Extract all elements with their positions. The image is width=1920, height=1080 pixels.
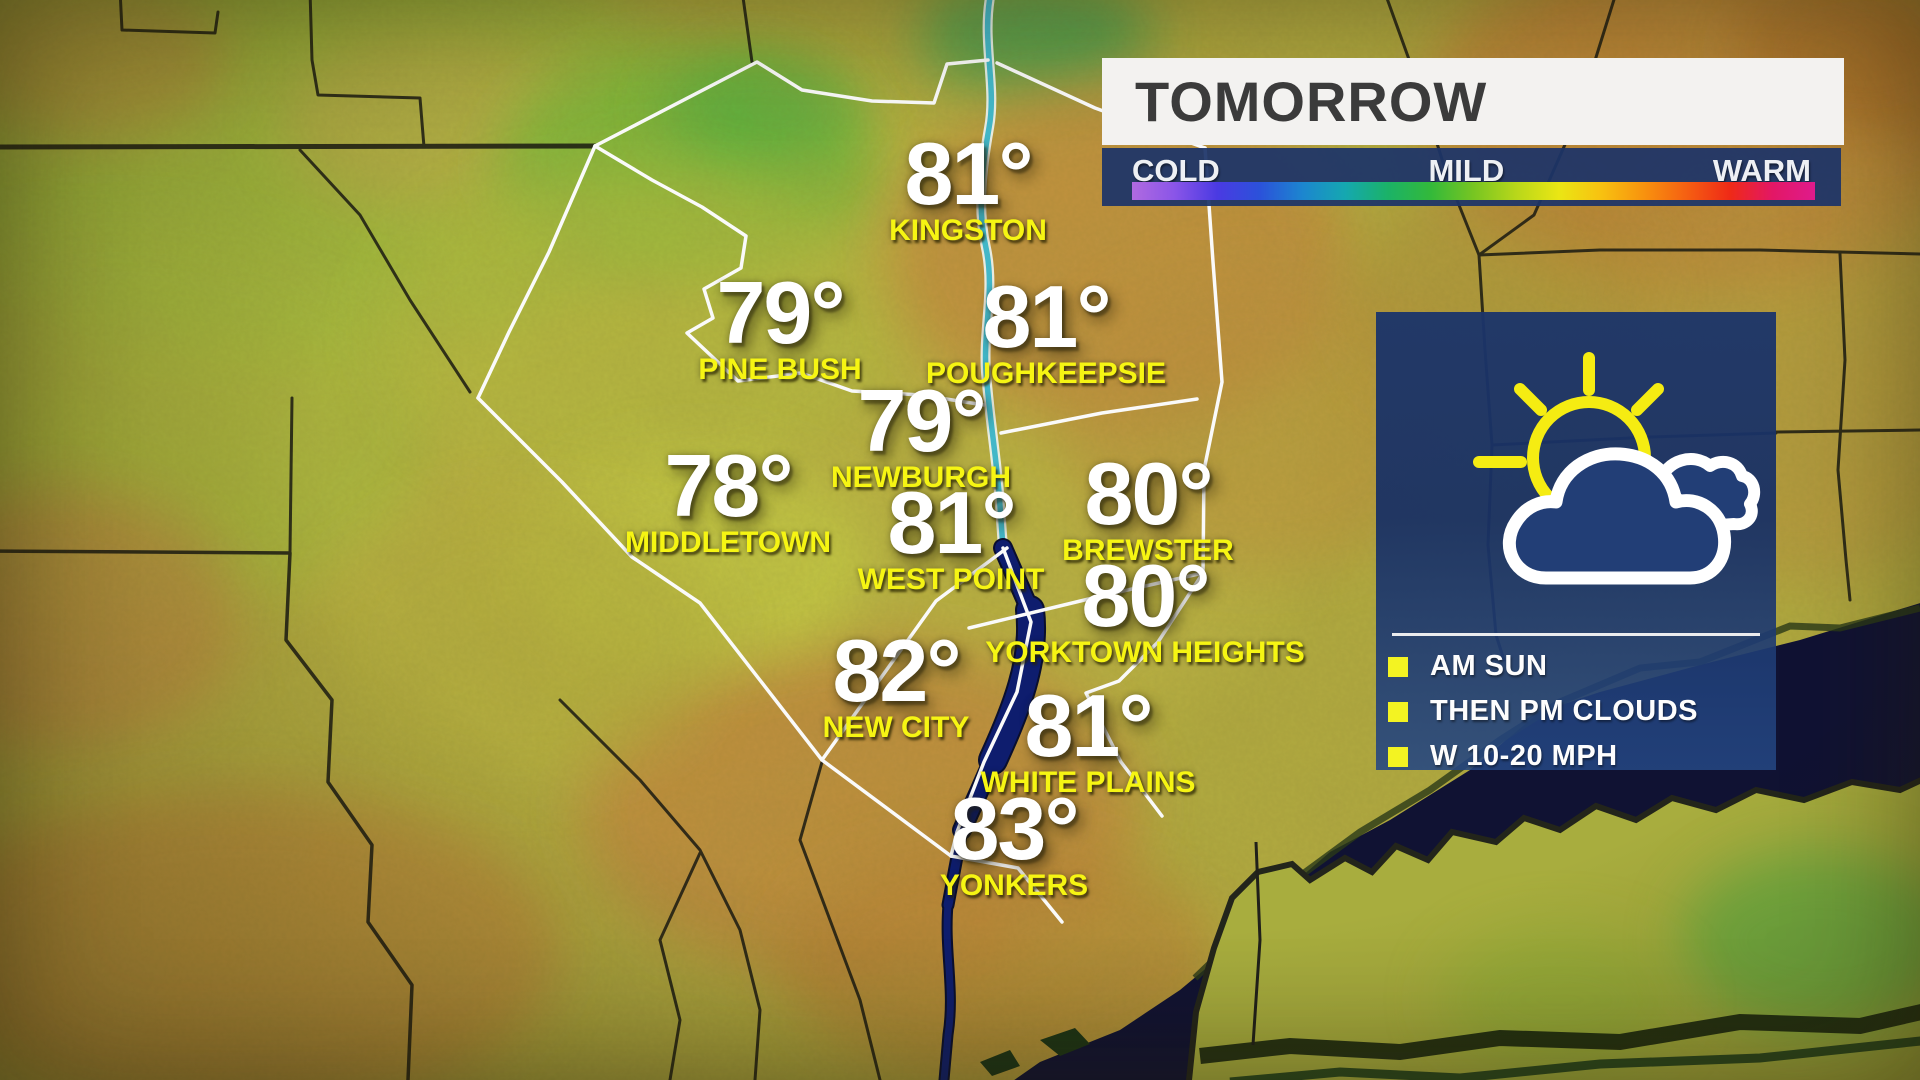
station-label: 79° NEWBURGH xyxy=(831,377,1011,493)
station-label: 80° BREWSTER xyxy=(1062,450,1234,566)
station-city: WEST POINT xyxy=(857,563,1045,596)
station-city: MIDDLETOWN xyxy=(624,526,832,559)
station-city: YONKERS xyxy=(939,869,1089,902)
sun-behind-clouds-icon xyxy=(1473,352,1761,585)
station-city: BREWSTER xyxy=(1062,534,1234,567)
station-label: 80° YORKTOWN HEIGHTS xyxy=(985,552,1304,668)
temperature-gradient-bar xyxy=(1132,182,1815,200)
forecast-bullet: W 10-20 MPH xyxy=(1376,734,1776,779)
forecast-panel: AM SUN THEN PM CLOUDS W 10-20 MPH xyxy=(1376,312,1776,772)
station-temp: 80° xyxy=(1081,546,1210,645)
hudson-river-north xyxy=(976,0,1008,553)
bullet-square-icon xyxy=(1388,746,1408,767)
station-city: KINGSTON xyxy=(889,214,1047,247)
station-city: WHITE PLAINS xyxy=(980,766,1196,799)
station-label: 78° MIDDLETOWN xyxy=(625,442,831,558)
station-temp: 80° xyxy=(1084,444,1213,543)
station-temp: 82° xyxy=(832,621,961,720)
station-city: NEW CITY xyxy=(822,711,970,744)
station-temp: 81° xyxy=(887,473,1016,572)
bullet-text: THEN PM CLOUDS xyxy=(1430,695,1698,727)
temperature-scale: COLD MILD WARM xyxy=(1102,148,1841,206)
forecast-bullet-list: AM SUN THEN PM CLOUDS W 10-20 MPH xyxy=(1376,644,1776,779)
legend-title: TOMORROW xyxy=(1135,70,1488,133)
forecast-region-borders xyxy=(476,58,1224,924)
bullet-square-icon xyxy=(1388,656,1408,677)
small-cloud-icon xyxy=(1654,453,1761,532)
station-temp: 81° xyxy=(904,124,1033,223)
station-city: NEWBURGH xyxy=(831,461,1011,494)
station-temp: 78° xyxy=(664,436,793,535)
forecast-bullet: AM SUN xyxy=(1376,644,1776,689)
bullet-text: W 10-20 MPH xyxy=(1430,740,1618,772)
station-label: 81° POUGHKEEPSIE xyxy=(926,273,1166,389)
station-label: 82° NEW CITY xyxy=(823,627,970,743)
forecast-bullet: THEN PM CLOUDS xyxy=(1376,689,1776,734)
panel-divider xyxy=(1392,633,1760,636)
legend: TOMORROW COLD MILD WARM xyxy=(1102,58,1844,206)
station-temp: 81° xyxy=(1024,676,1153,775)
station-label: 81° WHITE PLAINS xyxy=(981,682,1196,798)
station-label: 83° YONKERS xyxy=(940,785,1088,901)
long-island xyxy=(980,777,1920,1080)
station-city: YORKTOWN HEIGHTS xyxy=(985,636,1305,669)
bullet-text: AM SUN xyxy=(1430,650,1548,682)
bullet-square-icon xyxy=(1388,701,1408,722)
station-temp: 83° xyxy=(950,779,1079,878)
station-temp: 81° xyxy=(982,267,1111,366)
station-temp: 79° xyxy=(716,263,845,362)
station-temp: 79° xyxy=(857,371,986,470)
station-label: 81° WEST POINT xyxy=(858,479,1045,595)
station-city: PINE BUSH xyxy=(698,353,862,386)
cloud-icon xyxy=(1502,447,1732,585)
legend-banner: TOMORROW xyxy=(1102,58,1844,145)
station-city: POUGHKEEPSIE xyxy=(925,357,1167,390)
station-label: 79° PINE BUSH xyxy=(698,269,861,385)
station-label: 81° KINGSTON xyxy=(889,130,1047,246)
